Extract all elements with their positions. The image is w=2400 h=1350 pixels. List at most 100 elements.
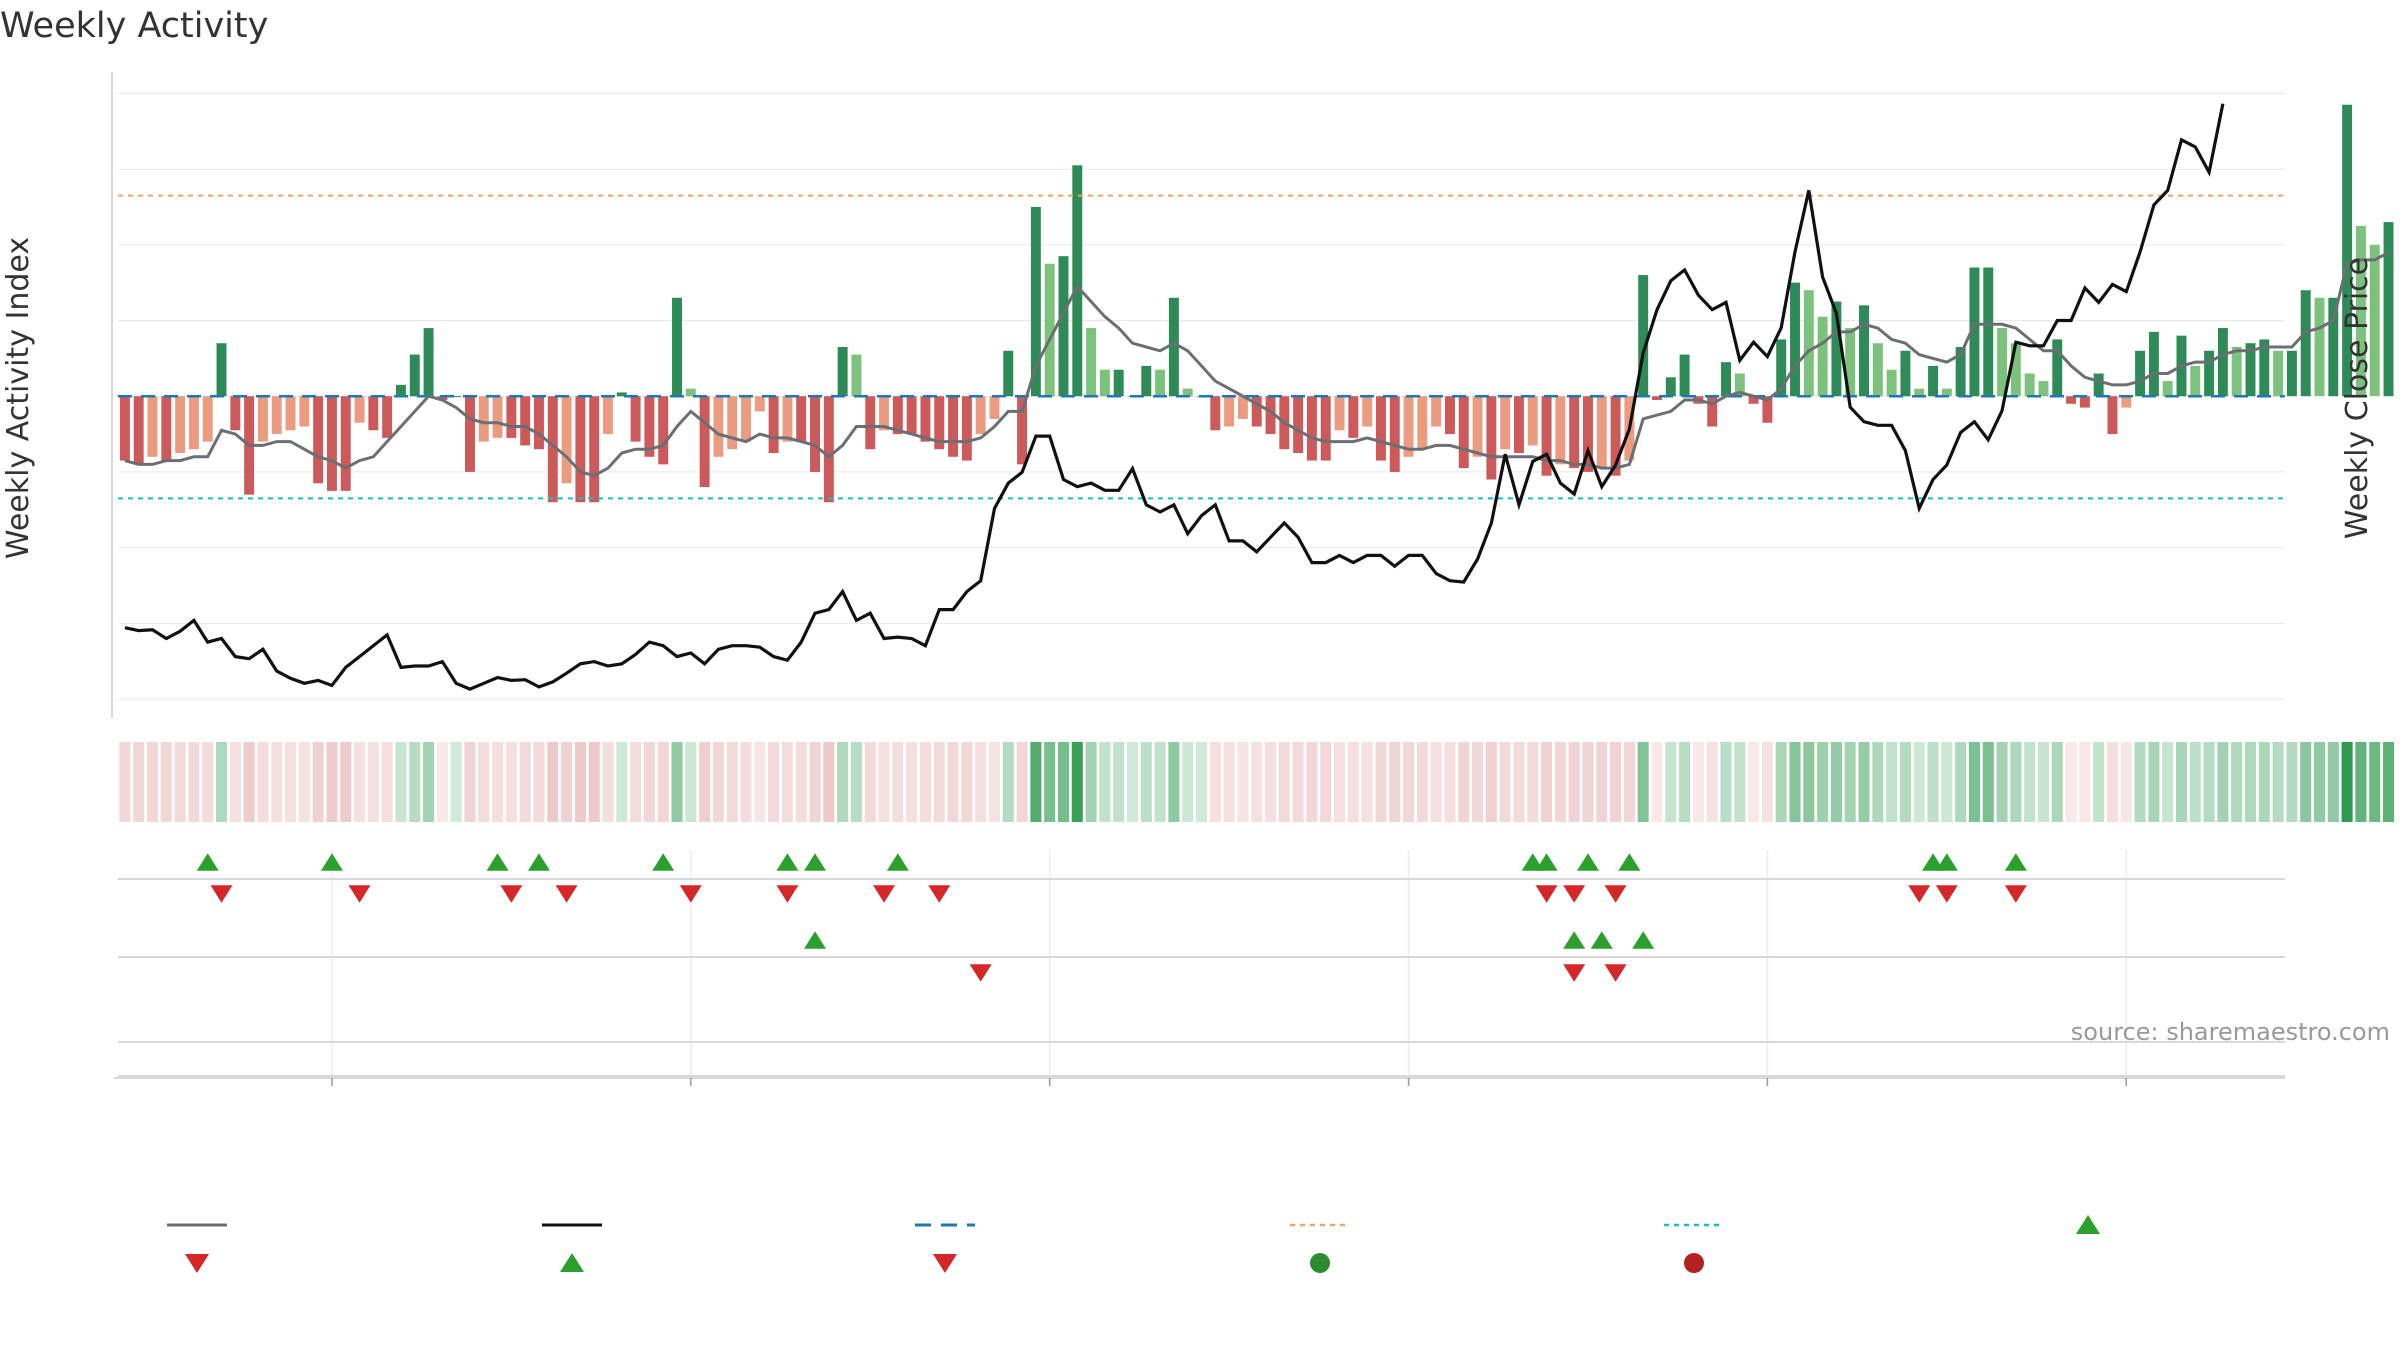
activity-bar <box>506 396 517 438</box>
ml-positive-marker <box>1632 931 1655 949</box>
flip-down-marker <box>928 885 951 903</box>
heat-cell <box>1679 742 1691 822</box>
heat-cell <box>1113 742 1125 822</box>
flip-down-marker <box>1935 885 1958 903</box>
flip-up-marker <box>886 853 909 871</box>
heat-cell <box>202 742 214 822</box>
heat-cell <box>1596 742 1608 822</box>
heat-cell <box>229 742 241 822</box>
heat-cell <box>2355 742 2367 822</box>
heat-cell <box>1623 742 1635 822</box>
heat-cell <box>2258 742 2270 822</box>
heat-cell <box>1996 742 2008 822</box>
heat-cell <box>1292 742 1304 822</box>
activity-bar <box>837 347 848 397</box>
heat-cell <box>1886 742 1898 822</box>
activity-bar <box>271 396 282 435</box>
heat-cell <box>602 742 614 822</box>
ml-negative-marker <box>1604 964 1627 982</box>
heat-cell <box>2162 742 2174 822</box>
activity-bar <box>2093 373 2104 397</box>
heat-cell <box>340 742 352 822</box>
activity-bar <box>1831 301 1842 397</box>
activity-bar <box>1762 396 1773 423</box>
activity-bar <box>1790 282 1800 397</box>
legend <box>167 1215 2100 1273</box>
heat-cell <box>1651 742 1663 822</box>
heat-cell <box>1458 742 1470 822</box>
activity-bar <box>906 396 917 435</box>
heat-cell <box>547 742 559 822</box>
activity-bar <box>1320 396 1331 461</box>
flip-down-marker <box>1908 885 1931 903</box>
activity-bar <box>1500 396 1511 450</box>
heat-cell <box>1416 742 1428 822</box>
ml-negative-marker <box>1563 964 1586 982</box>
activity-bar <box>1734 373 1745 397</box>
activity-bar <box>2259 339 2270 397</box>
activity-bar <box>1638 275 1649 397</box>
heat-cell <box>809 742 821 822</box>
heat-cell <box>1817 742 1829 822</box>
weekly-close-line <box>124 103 2225 691</box>
heat-cell <box>1002 742 1014 822</box>
heat-cell <box>2148 742 2160 822</box>
activity-bar <box>1293 396 1304 453</box>
heat-cell <box>409 742 421 822</box>
heat-cell <box>395 742 407 822</box>
heat-cell <box>2134 742 2146 822</box>
activity-bar <box>2148 331 2159 397</box>
activity-bar <box>492 396 503 438</box>
heat-cell <box>1844 742 1856 822</box>
heat-cell <box>1334 742 1346 822</box>
legend-key <box>933 1254 957 1273</box>
activity-bar <box>1444 396 1455 435</box>
activity-bar <box>879 396 890 431</box>
flip-down-marker <box>1563 885 1586 903</box>
activity-bar <box>464 396 475 472</box>
heat-cell <box>464 742 476 822</box>
heat-cell <box>1775 742 1787 822</box>
heat-cell <box>1513 742 1525 822</box>
activity-bar <box>520 396 531 446</box>
heat-cell <box>215 742 228 822</box>
activity-bar <box>1099 369 1110 397</box>
heat-cell <box>2175 742 2188 822</box>
activity-bar <box>534 396 544 450</box>
activity-bar <box>326 396 337 491</box>
activity-bar <box>1803 290 1814 397</box>
heat-cell <box>1789 742 1801 822</box>
heat-cell <box>1527 742 1539 822</box>
flip-up-marker <box>1922 853 1945 871</box>
flip-up-marker <box>196 853 219 871</box>
heat-cell <box>2244 742 2257 822</box>
heat-cell <box>1485 742 1497 822</box>
heat-cell <box>1748 742 1760 822</box>
activity-bar <box>382 396 393 438</box>
heat-cell <box>2286 742 2298 822</box>
flip-up-marker <box>804 853 827 871</box>
heat-cell <box>160 742 172 822</box>
activity-bar <box>1928 365 1939 397</box>
heat-cell <box>1444 742 1456 822</box>
flip-down-marker <box>555 885 578 903</box>
heat-cell <box>1803 742 1815 822</box>
activity-bar <box>1458 396 1469 469</box>
activity-bar <box>2342 104 2353 397</box>
heat-cell <box>2341 742 2353 822</box>
activity-bar <box>1155 369 1166 397</box>
heat-cell <box>326 742 338 822</box>
heat-cell <box>850 742 862 822</box>
heat-cell <box>450 742 462 822</box>
activity-bar <box>133 396 144 465</box>
heat-cell <box>1927 742 1939 822</box>
heat-cell <box>1057 742 1069 822</box>
activity-bar <box>989 396 1000 419</box>
activity-bar <box>2038 381 2049 397</box>
heat-cell <box>1761 742 1773 822</box>
activity-bar <box>188 396 199 450</box>
heat-cell <box>1830 742 1842 822</box>
activity-bar <box>1721 362 1731 397</box>
heat-cell <box>119 742 131 822</box>
